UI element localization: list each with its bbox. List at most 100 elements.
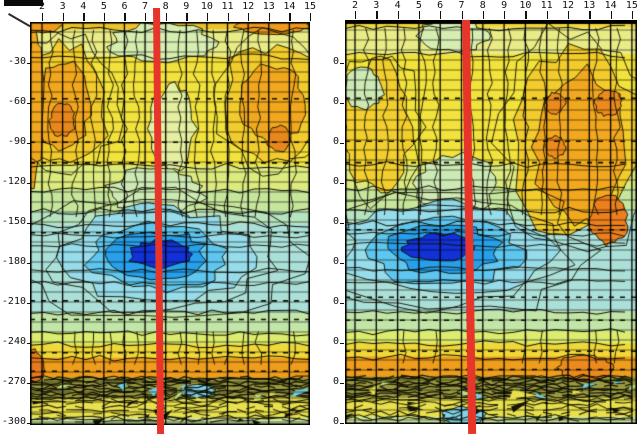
y-tick-mark [340, 143, 344, 145]
y-tick-mark [340, 343, 344, 345]
x-tick-mark [568, 11, 570, 19]
x-tick-mark [631, 11, 634, 19]
x-tick-mark [589, 11, 591, 19]
x-tick-mark [355, 11, 357, 19]
x-tick-label: 4 [80, 1, 87, 12]
x-tick-label: 3 [373, 0, 380, 11]
y-tick-label-clipped: 0. [332, 256, 339, 267]
x-tick-mark [546, 11, 548, 19]
x-tick-label: 14 [604, 0, 617, 11]
y-tick-label-clipped: 0. [332, 136, 339, 147]
y-tick-mark [26, 183, 30, 185]
x-tick-label: 8 [479, 0, 486, 11]
x-tick-label: 6 [437, 0, 444, 11]
y-tick-label: -120 [1, 176, 26, 187]
x-tick-label: 13 [262, 1, 275, 12]
y-tick-label-clipped: 0. [332, 216, 339, 227]
x-tick-mark [440, 11, 442, 19]
x-tick-label: 5 [415, 0, 422, 11]
x-tick-label: 2 [351, 0, 359, 11]
x-tick-mark [42, 13, 44, 21]
y-tick-mark [26, 143, 30, 145]
x-tick-mark [309, 13, 312, 21]
y-tick-label-clipped: 0. [332, 376, 339, 387]
x-tick-mark [124, 13, 126, 21]
x-tick-mark [206, 13, 209, 21]
x-tick-label: 9 [501, 0, 508, 11]
x-tick-mark [268, 13, 271, 21]
x-tick-label: 10 [519, 0, 532, 11]
x-tick-mark [227, 13, 229, 21]
y-tick-label: -150 [1, 216, 26, 227]
y-tick-mark [340, 423, 344, 425]
x-tick-label: 13 [583, 0, 596, 11]
contour-canvas-right [345, 20, 637, 424]
x-tick-label: 9 [183, 1, 190, 12]
y-tick-label-clipped: 0. [332, 336, 339, 347]
x-tick-label: 12 [242, 1, 255, 12]
y-tick-label-clipped: 0. [332, 416, 339, 427]
y-tick-mark [340, 103, 344, 105]
x-tick-label: 14 [283, 1, 296, 12]
x-tick-mark [103, 13, 106, 21]
x-tick-mark [186, 13, 188, 21]
y-tick-mark [26, 423, 30, 425]
x-tick-label: 7 [142, 1, 149, 12]
x-tick-mark [83, 13, 85, 21]
y-tick-label-clipped: 0. [332, 176, 339, 187]
contour-panel-right [345, 20, 637, 424]
x-tick-mark [482, 11, 485, 19]
y-tick-mark [26, 223, 30, 225]
x-tick-label: 5 [100, 1, 107, 12]
y-tick-label: -90 [7, 136, 26, 147]
y-tick-mark [26, 303, 30, 305]
corner-leader-line [8, 13, 31, 28]
y-tick-label: -60 [7, 96, 26, 107]
y-tick-mark [26, 103, 30, 105]
x-tick-mark [145, 13, 147, 21]
x-tick-label: 11 [540, 0, 553, 11]
x-tick-mark [248, 13, 250, 21]
y-tick-label: -180 [1, 256, 26, 267]
y-tick-mark [26, 383, 30, 385]
contour-canvas-left [30, 22, 310, 425]
y-tick-label-clipped: 0. [332, 96, 339, 107]
y-tick-label: -210 [1, 296, 26, 307]
y-tick-mark [340, 263, 344, 265]
y-tick-mark [26, 343, 30, 345]
x-tick-label: 8 [162, 1, 169, 12]
x-tick-mark [62, 13, 64, 21]
y-tick-mark [340, 383, 344, 385]
x-tick-mark [376, 11, 378, 19]
x-tick-mark [525, 11, 527, 19]
y-tick-label: -30 [7, 56, 26, 67]
x-tick-label: 15 [303, 1, 316, 12]
x-tick-label: 3 [59, 1, 66, 12]
x-tick-label: 15 [625, 0, 638, 11]
y-tick-label-clipped: 0. [332, 56, 339, 67]
x-tick-mark [289, 13, 291, 21]
x-tick-label: 7 [458, 0, 465, 11]
y-tick-mark [26, 63, 30, 65]
x-tick-mark [504, 11, 506, 19]
x-tick-label: 12 [561, 0, 575, 11]
x-tick-label: 2 [38, 1, 46, 12]
y-tick-mark [340, 303, 344, 305]
x-tick-label: 4 [394, 0, 401, 11]
y-tick-mark [340, 223, 344, 225]
y-tick-mark [340, 63, 344, 65]
x-tick-label: 11 [221, 1, 234, 12]
x-tick-mark [418, 11, 421, 19]
x-tick-mark [461, 11, 463, 19]
x-tick-mark [610, 11, 612, 19]
y-tick-mark [340, 183, 344, 185]
y-tick-label: -270 [1, 376, 26, 387]
x-tick-label: 6 [121, 1, 128, 12]
x-tick-mark [397, 11, 399, 19]
y-tick-label: -300 [1, 416, 26, 427]
y-tick-label-clipped: 0. [332, 296, 339, 307]
x-tick-label: 10 [200, 1, 213, 12]
contour-panel-left [30, 22, 310, 425]
y-tick-mark [26, 263, 30, 265]
